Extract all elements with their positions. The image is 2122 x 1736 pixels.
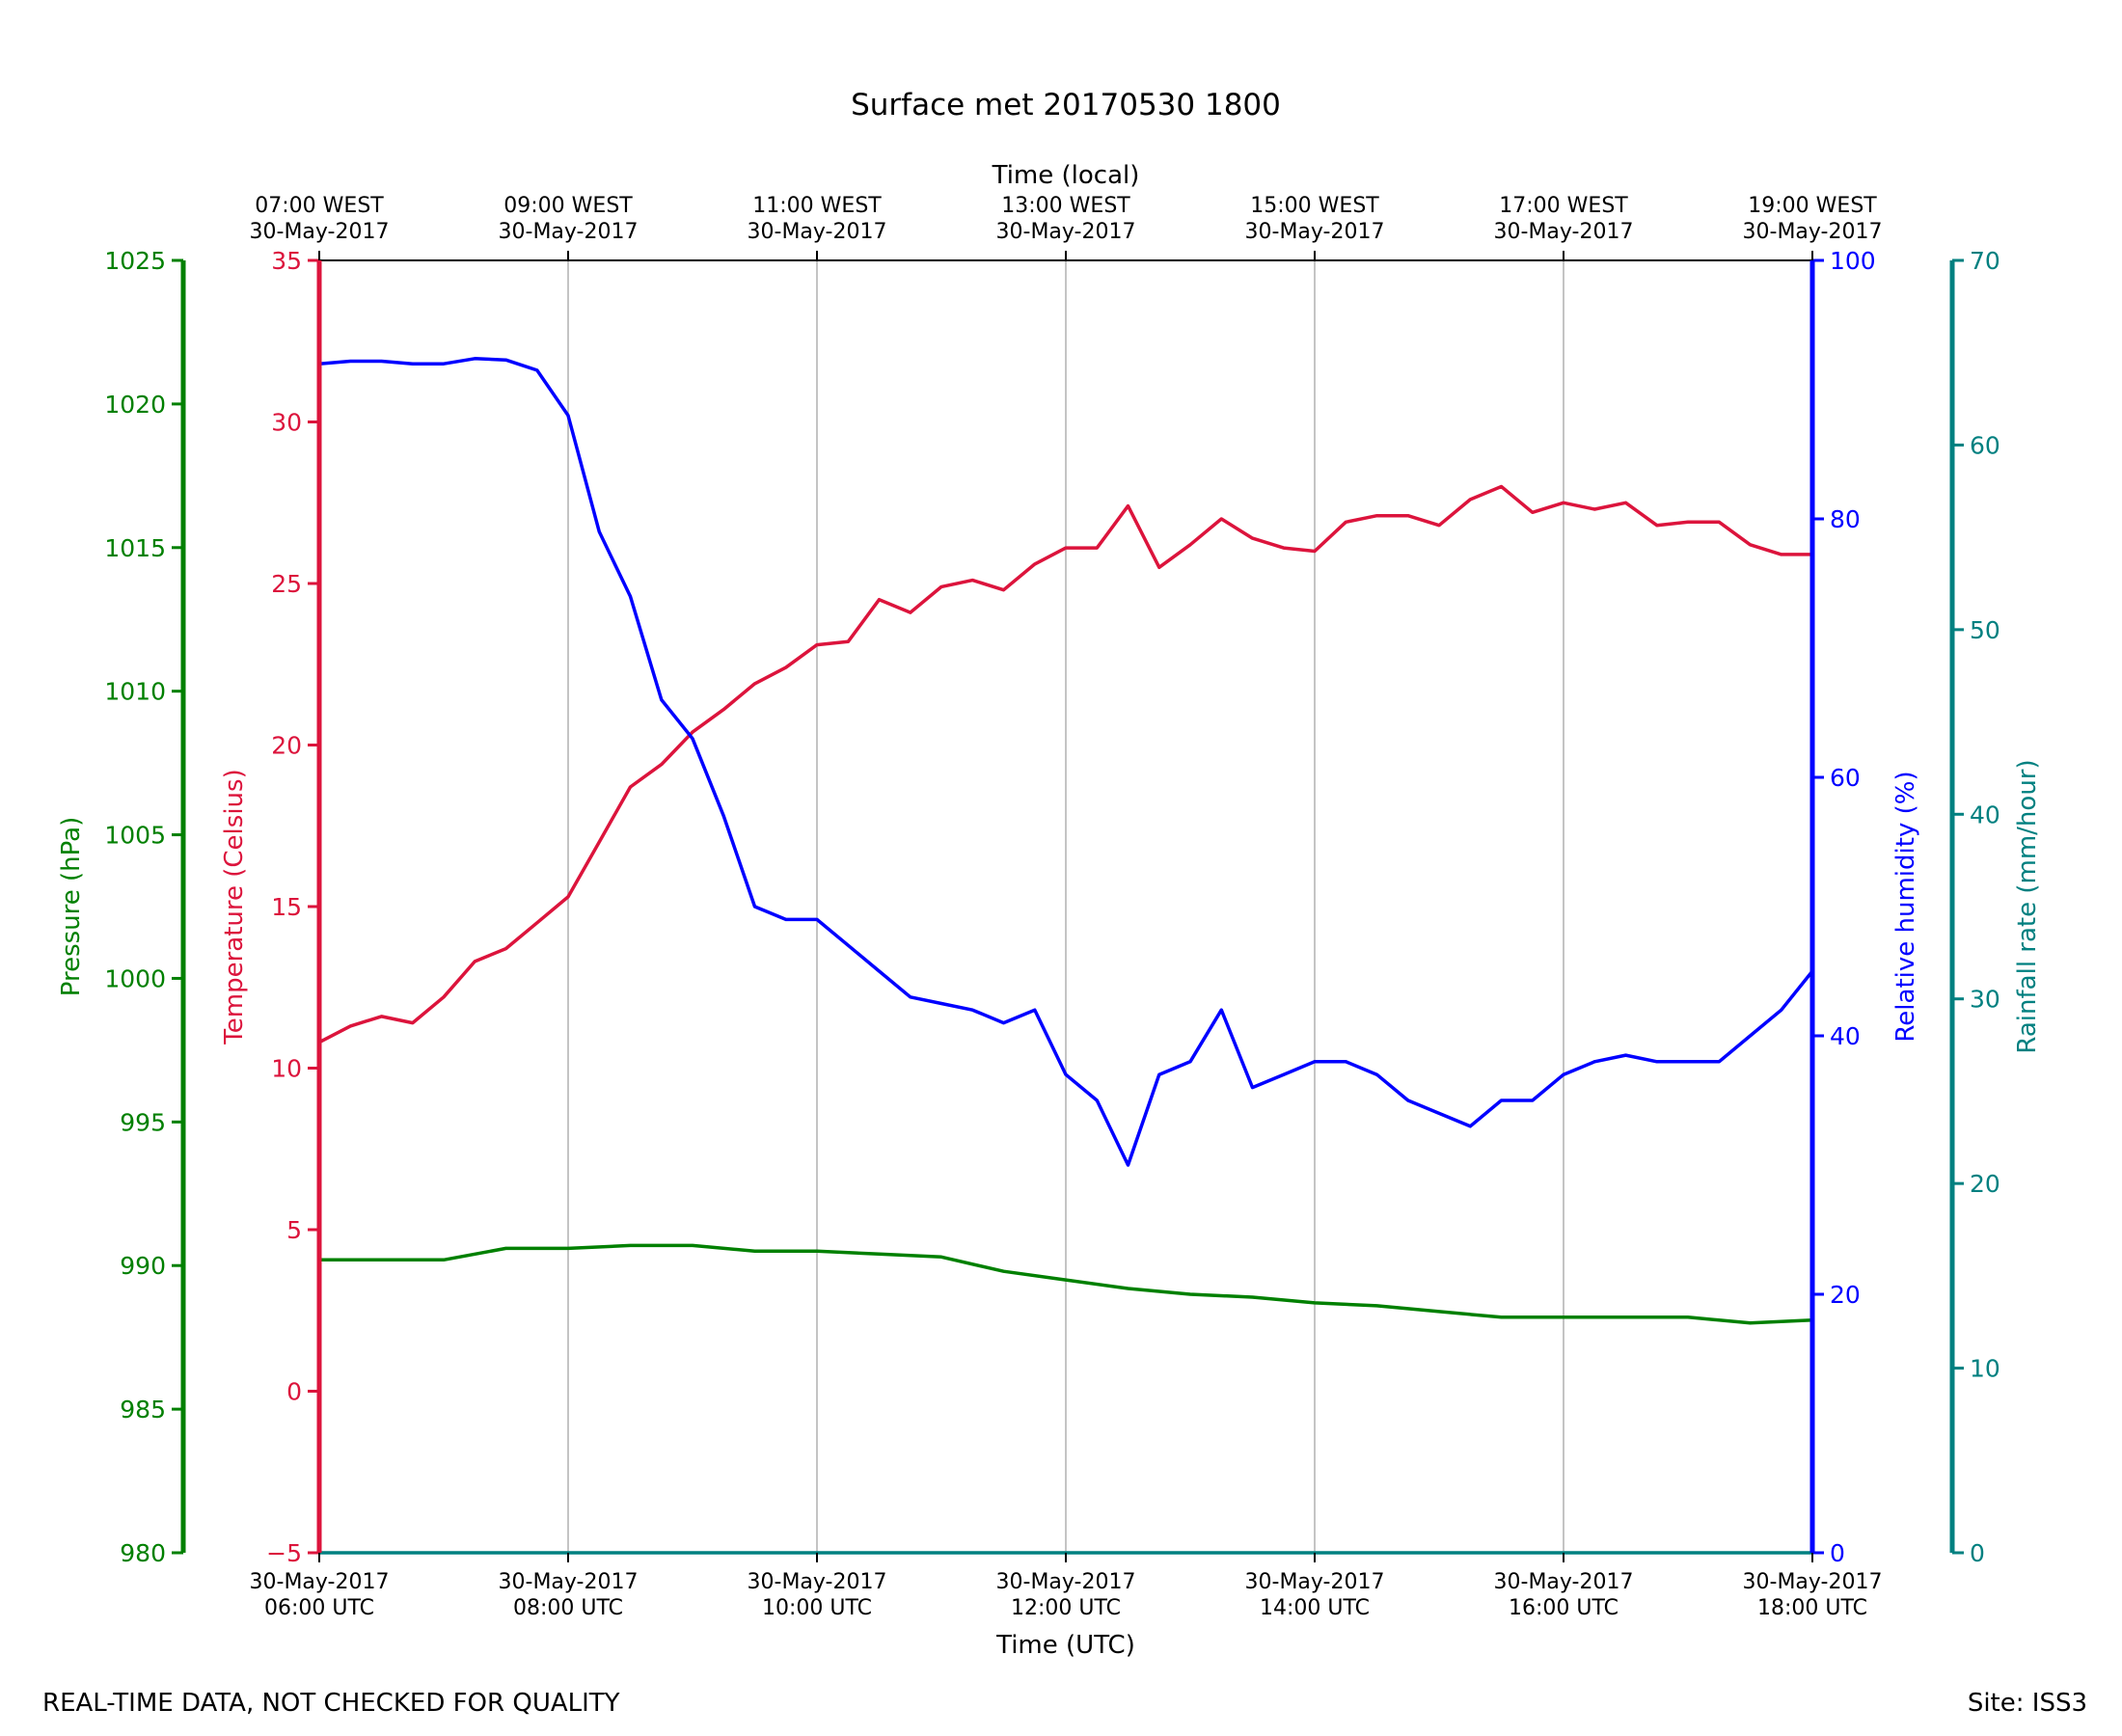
temperature-tick-label-1: 0 — [286, 1378, 302, 1406]
quality-disclaimer: REAL-TIME DATA, NOT CHECKED FOR QUALITY — [42, 1689, 620, 1718]
x-local-tick-date-2: 30-May-2017 — [748, 220, 887, 244]
pressure-line — [319, 1243, 1813, 1325]
x-local-tick-date-3: 30-May-2017 — [996, 220, 1136, 244]
pressure-tick-label-5: 1005 — [104, 822, 166, 850]
pressure-tick-label-2: 990 — [120, 1252, 166, 1280]
pressure-tick-label-6: 1010 — [104, 678, 166, 706]
x-local-tick-date-4: 30-May-2017 — [1245, 220, 1385, 244]
x-utc-axis-label: Time (UTC) — [995, 1631, 1135, 1660]
rainfall-tick-label-5: 50 — [1970, 616, 2000, 644]
rainfall-tick-label-6: 60 — [1970, 431, 2000, 459]
vertical-gridlines — [567, 260, 1564, 1553]
temperature-tick-label-4: 15 — [271, 893, 302, 921]
x-utc-tick-time-3: 12:00 UTC — [1011, 1596, 1121, 1620]
rainfall-tick-label-7: 70 — [1970, 247, 2000, 275]
temperature-tick-label-3: 10 — [271, 1055, 302, 1083]
temperature-axis-ticks: −5 0 5 10 15 20 25 30 35 — [266, 247, 319, 1567]
x-local-tick-time-5: 17:00 WEST — [1499, 194, 1628, 218]
pressure-tick-label-9: 1025 — [104, 247, 166, 275]
temperature-tick-label-0: −5 — [266, 1539, 302, 1567]
humidity-axis-ticks: 0 20 40 60 80 100 — [1812, 247, 1876, 1567]
rainfall-tick-label-3: 30 — [1970, 986, 2000, 1014]
pressure-tick-label-4: 1000 — [104, 964, 166, 992]
x-local-tick-time-2: 11:00 WEST — [752, 194, 882, 218]
x-utc-tick-date-6: 30-May-2017 — [1743, 1570, 1883, 1594]
x-utc-tick-time-2: 10:00 UTC — [762, 1596, 872, 1620]
humidity-tick-label-1: 20 — [1830, 1281, 1861, 1309]
series-temperature — [318, 484, 1812, 1044]
x-utc-tick-date-1: 30-May-2017 — [499, 1570, 639, 1594]
x-utc-tick-time-6: 18:00 UTC — [1757, 1596, 1867, 1620]
temperature-tick-label-7: 30 — [271, 409, 302, 437]
rainfall-tick-label-2: 20 — [1970, 1170, 2000, 1198]
x-local-tick-date-5: 30-May-2017 — [1494, 220, 1634, 244]
x-utc-tick-date-4: 30-May-2017 — [1245, 1570, 1385, 1594]
humidity-tick-label-3: 60 — [1830, 764, 1861, 792]
x-utc-tick-time-1: 08:00 UTC — [513, 1596, 623, 1620]
x-utc-tick-time-0: 06:00 UTC — [264, 1596, 374, 1620]
x-local-axis-label: Time (local) — [992, 161, 1140, 190]
x-utc-tick-date-5: 30-May-2017 — [1494, 1570, 1634, 1594]
site-label: Site: ISS3 — [1968, 1689, 2087, 1718]
humidity-tick-label-5: 100 — [1830, 247, 1876, 275]
x-utc-tick-date-3: 30-May-2017 — [996, 1570, 1136, 1594]
pressure-axis-ticks: 980 985 990 995 1000 1005 1010 1015 1020 1025 — [104, 247, 183, 1567]
series-pressure — [319, 1243, 1813, 1325]
humidity-tick-label-4: 80 — [1830, 505, 1861, 533]
pressure-tick-label-0: 980 — [120, 1539, 166, 1567]
x-local-tick-time-4: 15:00 WEST — [1250, 194, 1379, 218]
x-local-tick-date-0: 30-May-2017 — [250, 220, 390, 244]
temperature-axis-label: Temperature (Celsius) — [220, 769, 249, 1044]
x-local-tick-time-6: 19:00 WEST — [1748, 194, 1877, 218]
x-local-tick-date-1: 30-May-2017 — [499, 220, 639, 244]
pressure-tick-label-1: 985 — [120, 1396, 166, 1424]
x-local-tick-time-3: 13:00 WEST — [1001, 194, 1130, 218]
pressure-axis-label: Pressure (hPa) — [57, 817, 86, 997]
x-local-tick-date-6: 30-May-2017 — [1743, 220, 1883, 244]
temperature-line — [318, 484, 1812, 1044]
relative-humidity-line — [318, 357, 1814, 1167]
pressure-tick-label-7: 1015 — [104, 534, 166, 562]
rainfall-axis-label: Rainfall rate (mm/hour) — [2013, 759, 2042, 1053]
temperature-tick-label-5: 20 — [271, 732, 302, 760]
temperature-tick-label-2: 5 — [286, 1216, 302, 1244]
temperature-tick-label-8: 35 — [271, 247, 302, 275]
pressure-tick-label-3: 995 — [120, 1108, 166, 1136]
humidity-axis-label: Relative humidity (%) — [1891, 771, 1920, 1042]
rainfall-tick-label-4: 40 — [1970, 800, 2000, 828]
series-relative-humidity — [318, 357, 1814, 1167]
x-local-tick-time-1: 09:00 WEST — [503, 194, 633, 218]
temperature-tick-label-6: 25 — [271, 570, 302, 598]
pressure-tick-label-8: 1020 — [104, 391, 166, 419]
chart-title: Surface met 20170530 1800 — [851, 88, 1281, 122]
x-utc-tick-time-4: 14:00 UTC — [1260, 1596, 1370, 1620]
rainfall-tick-label-0: 0 — [1970, 1539, 1985, 1567]
x-utc-tick-date-2: 30-May-2017 — [748, 1570, 887, 1594]
x-utc-tick-date-0: 30-May-2017 — [250, 1570, 390, 1594]
rainfall-axis-ticks: 0 10 20 30 40 50 60 70 — [1952, 247, 2000, 1567]
rainfall-tick-label-1: 10 — [1970, 1355, 2000, 1383]
humidity-tick-label-0: 0 — [1830, 1539, 1845, 1567]
x-utc-tick-time-5: 16:00 UTC — [1509, 1596, 1619, 1620]
x-local-tick-time-0: 07:00 WEST — [255, 194, 384, 218]
humidity-tick-label-2: 40 — [1830, 1022, 1861, 1050]
